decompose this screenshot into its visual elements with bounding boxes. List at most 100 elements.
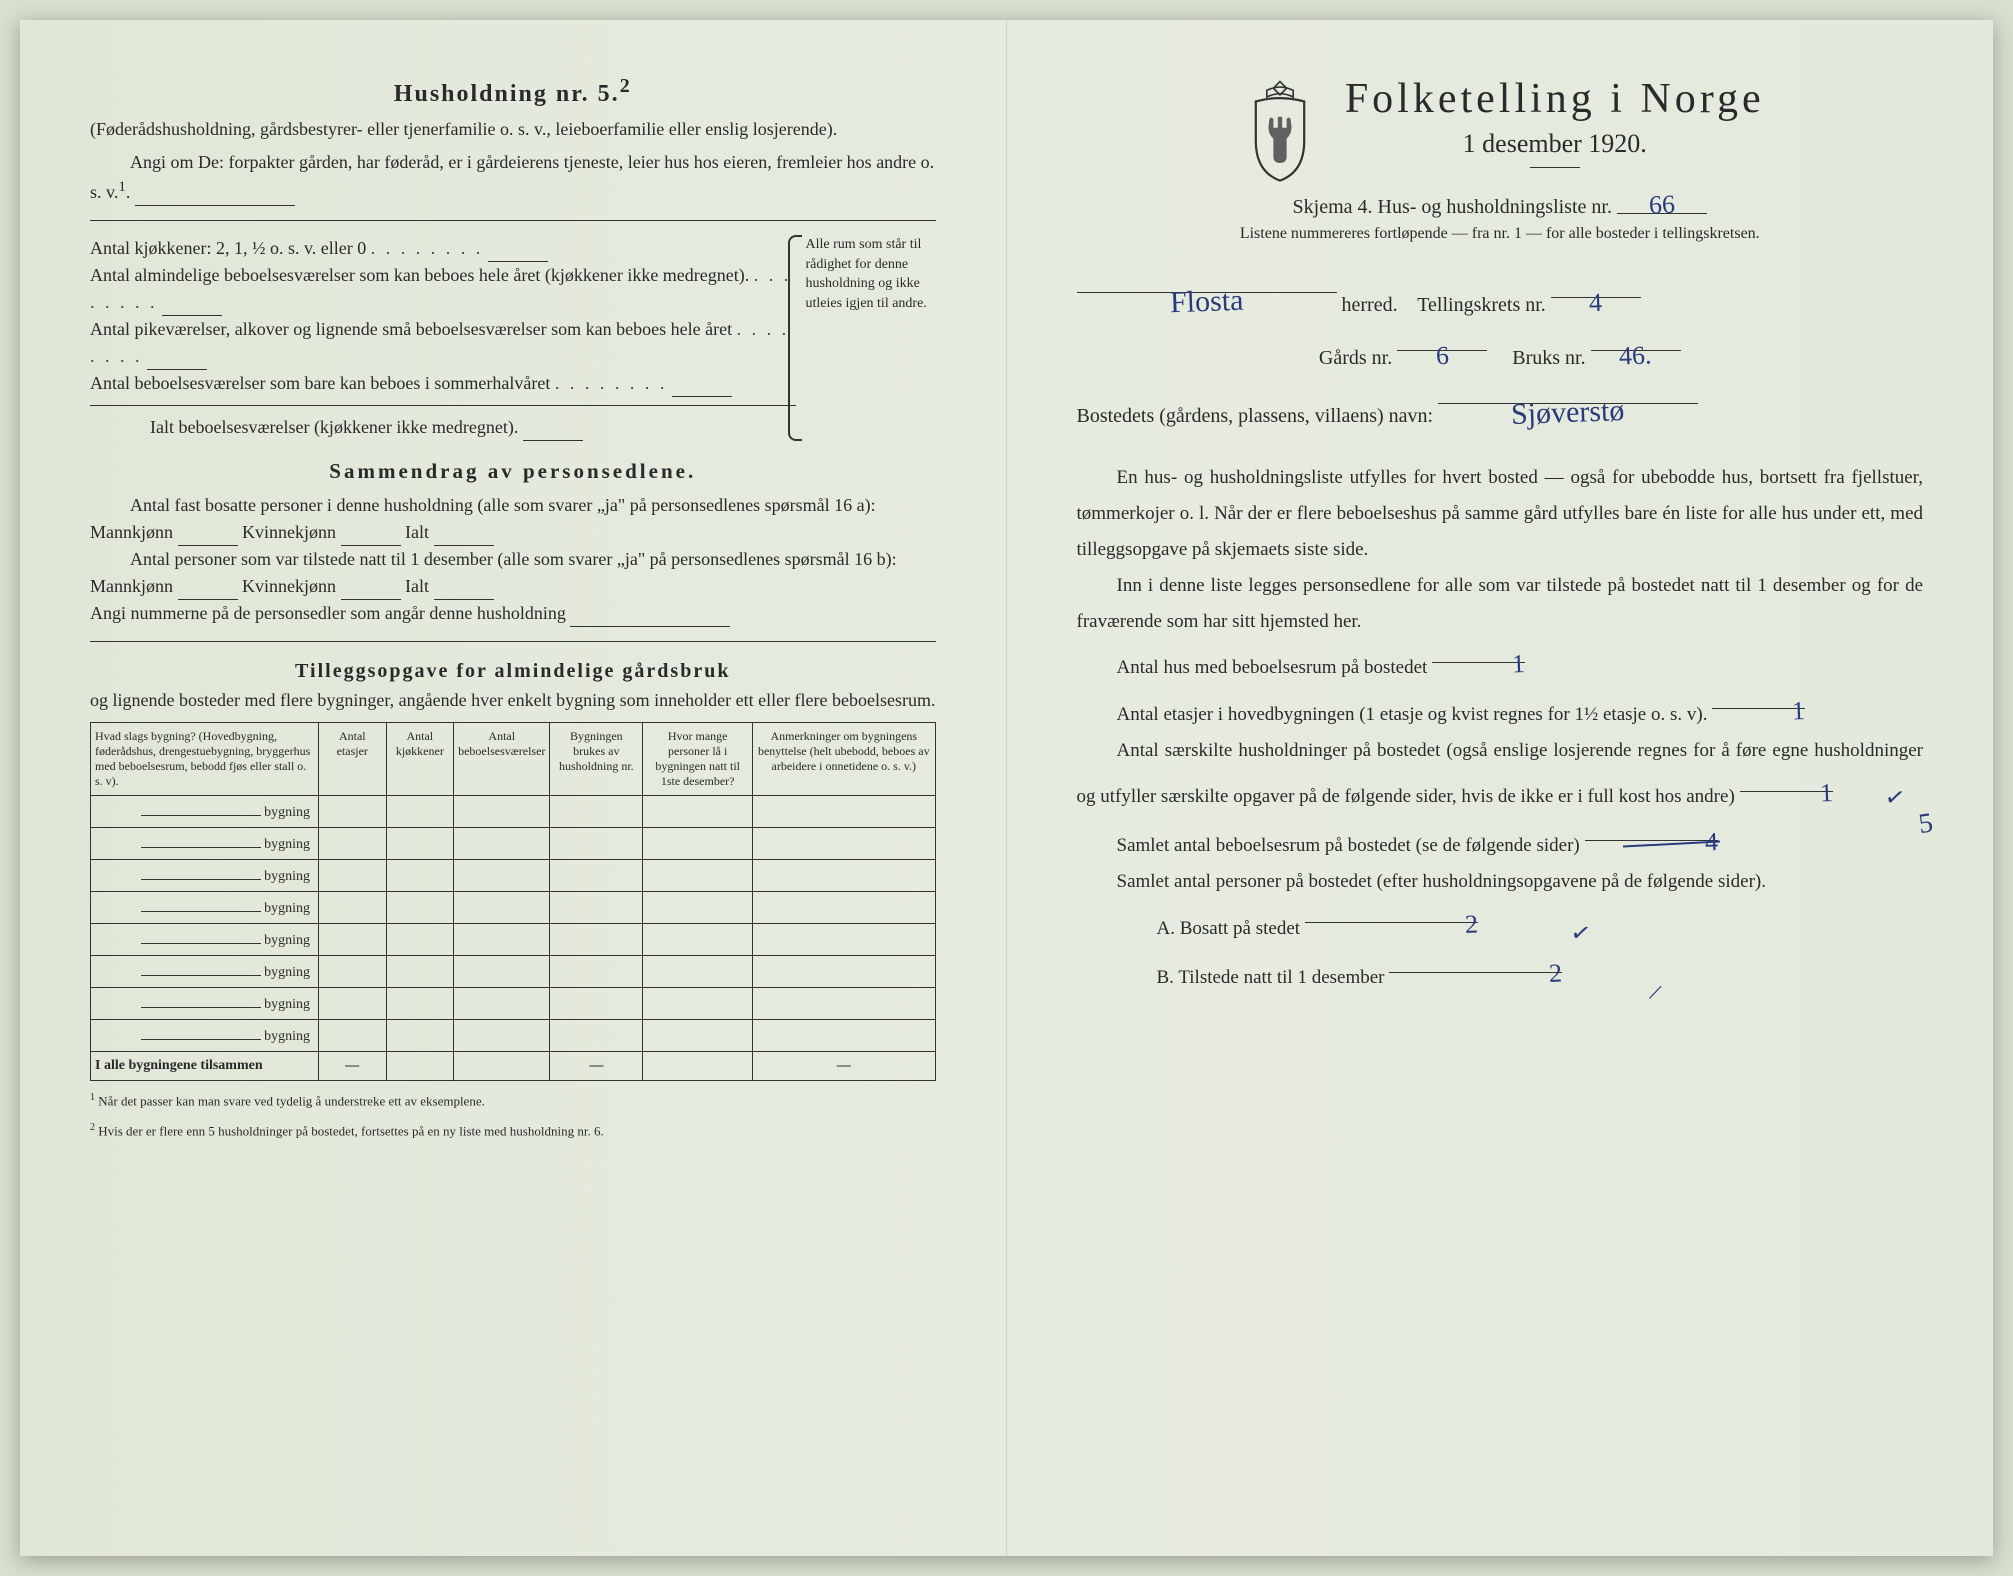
fn1-text: Når det passer kan man svare ved tydelig… xyxy=(98,1093,485,1108)
kitchen-line: Antal kjøkkener: 2, 1, ½ o. s. v. eller … xyxy=(90,235,796,262)
table-cell xyxy=(643,860,753,892)
s1-k-fill xyxy=(341,526,401,546)
kitchen-text: Antal kjøkkener: 2, 1, ½ o. s. v. eller … xyxy=(90,238,366,258)
fn2-text: Hvis der er flere enn 5 husholdninger på… xyxy=(98,1123,603,1138)
s2-k-fill xyxy=(341,580,401,600)
q1-row: Antal hus med beboelsesrum på bostedet 1 xyxy=(1077,640,1924,686)
table-cell xyxy=(643,988,753,1020)
table-cell xyxy=(319,892,387,924)
bosted-row: Bostedets (gårdens, plassens, villaens) … xyxy=(1077,380,1924,438)
table-cell xyxy=(386,956,454,988)
q1-value: 1 xyxy=(1471,640,1526,691)
row-label-cell: bygning xyxy=(91,924,319,956)
dots xyxy=(555,373,668,393)
q4-row: Samlet antal beboelsesrum på bostedet (s… xyxy=(1077,818,1924,864)
angi-fill xyxy=(135,186,295,206)
bosted-label: Bostedets (gårdens, plassens, villaens) … xyxy=(1077,405,1434,427)
table-cell xyxy=(753,860,935,892)
table-cell xyxy=(454,988,550,1020)
row-label-cell: bygning xyxy=(91,796,319,828)
th-6: Anmerkninger om bygningens benyttelse (h… xyxy=(753,723,935,796)
para2: Inn i denne liste legges personsedlene f… xyxy=(1077,568,1924,640)
angi-nummerne: Angi nummerne på de personsedler som ang… xyxy=(90,600,936,627)
table-cell xyxy=(753,828,935,860)
sammen-line2: Antal personer som var tilstede natt til… xyxy=(90,546,936,600)
sum-dash: — xyxy=(319,1052,387,1081)
bruks-label: Bruks nr. xyxy=(1512,347,1585,369)
herred-label: herred. xyxy=(1342,294,1398,316)
table-row: bygning xyxy=(91,988,936,1020)
table-cell xyxy=(753,796,935,828)
sum-label: I alle bygningene tilsammen xyxy=(91,1052,319,1081)
qA-value: 2 xyxy=(1384,899,1479,952)
table-cell xyxy=(319,956,387,988)
room1-text: Antal almindelige beboelsesværelser som … xyxy=(90,265,749,285)
room1-fill xyxy=(162,296,222,316)
angi-num-text: Angi nummerne på de personsedler som ang… xyxy=(90,603,566,623)
qB-label: B. Tilstede natt til 1 desember xyxy=(1157,967,1385,988)
sammen-line1: Antal fast bosatte personer i denne hush… xyxy=(90,492,936,546)
room-line-1: Antal almindelige beboelsesværelser som … xyxy=(90,262,796,316)
table-row: bygning xyxy=(91,956,936,988)
table-cell xyxy=(454,1020,550,1052)
row-label-cell: bygning xyxy=(91,956,319,988)
tellingskrets-value: 4 xyxy=(1588,274,1603,332)
table-row: bygning xyxy=(91,1020,936,1052)
household-heading: Husholdning nr. 5.2 xyxy=(90,75,936,108)
table-cell xyxy=(386,860,454,892)
table-cell xyxy=(454,956,550,988)
s1-i-fill xyxy=(434,526,494,546)
row-label-cell: bygning xyxy=(91,892,319,924)
th-5: Hvor mange personer lå i bygningen natt … xyxy=(643,723,753,796)
table-cell xyxy=(753,892,935,924)
table-cell xyxy=(386,988,454,1020)
s1-kv: Kvinnekjønn xyxy=(242,522,336,542)
rule xyxy=(90,405,796,406)
room2-text: Antal pikeværelser, alkover og lignende … xyxy=(90,319,732,339)
table-cell xyxy=(386,892,454,924)
rule xyxy=(90,641,936,642)
household-paren: (Føderådshusholdning, gårdsbestyrer- ell… xyxy=(90,116,936,143)
s1-ialt: Ialt xyxy=(405,522,429,542)
table-cell xyxy=(319,796,387,828)
s1-m-fill xyxy=(178,526,238,546)
skjema-line: Skjema 4. Hus- og husholdningsliste nr. … xyxy=(1077,190,1924,219)
gards-label: Gårds nr. xyxy=(1319,347,1392,369)
title-block: Folketelling i Norge 1 desember 1920. xyxy=(1345,75,1765,190)
row-label-cell: bygning xyxy=(91,860,319,892)
title-rule xyxy=(1530,167,1580,168)
table-cell xyxy=(550,924,643,956)
q2-label: Antal etasjer i hovedbygningen (1 etasje… xyxy=(1117,704,1708,725)
room2-fill xyxy=(147,350,207,370)
table-cell xyxy=(550,828,643,860)
table-cell xyxy=(643,1020,753,1052)
row-label-cell: bygning xyxy=(91,1020,319,1052)
table-cell xyxy=(454,828,550,860)
table-cell xyxy=(643,956,753,988)
qA-row: A. Bosatt på stedet 2 ✓ xyxy=(1077,901,1924,951)
q2-row: Antal etasjer i hovedbygningen (1 etasje… xyxy=(1077,687,1924,733)
table-cell xyxy=(319,924,387,956)
row-label-cell: bygning xyxy=(91,828,319,860)
sum-dash: — xyxy=(753,1052,935,1081)
coat-of-arms-icon xyxy=(1235,75,1325,185)
right-header: Folketelling i Norge 1 desember 1920. xyxy=(1077,75,1924,190)
room-line-2: Antal pikeværelser, alkover og lignende … xyxy=(90,316,796,370)
table-cell xyxy=(550,892,643,924)
th-3: Antal beboelsesværelser xyxy=(454,723,550,796)
census-date: 1 desember 1920. xyxy=(1345,129,1765,159)
row-label-cell: bygning xyxy=(91,988,319,1020)
ialt-text: Ialt beboelsesværelser (kjøkkener ikke m… xyxy=(150,417,518,437)
tillegg-title: Tilleggsopgave for almindelige gårdsbruk xyxy=(90,660,936,683)
ialt-fill xyxy=(523,421,583,441)
q3-value: 1 xyxy=(1779,768,1834,819)
table-cell xyxy=(454,924,550,956)
building-table: Hvad slags bygning? (Hovedbygning, føder… xyxy=(90,722,936,1081)
household-title: Husholdning nr. 5. xyxy=(394,81,620,107)
table-cell xyxy=(643,828,753,860)
sum-cell xyxy=(454,1052,550,1081)
bosted-value: Sjøverstø xyxy=(1510,378,1626,448)
th-1: Antal etasjer xyxy=(319,723,387,796)
brace-text: Alle rum som står til rådighet for denne… xyxy=(806,237,927,311)
table-cell xyxy=(454,860,550,892)
